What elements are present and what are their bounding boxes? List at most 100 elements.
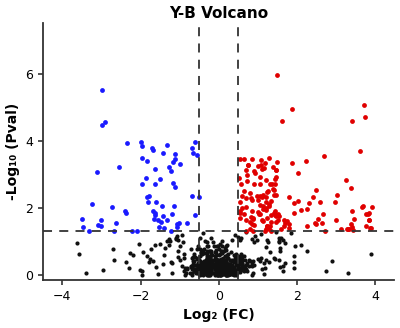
Point xyxy=(338,227,344,232)
Point xyxy=(203,263,209,269)
Point xyxy=(249,273,255,278)
Point xyxy=(206,270,212,276)
Point xyxy=(205,257,212,263)
Point xyxy=(195,255,201,260)
Point xyxy=(208,264,214,270)
Point xyxy=(222,245,228,251)
Point xyxy=(219,265,226,271)
Point xyxy=(206,261,213,267)
Point xyxy=(275,211,281,216)
Point xyxy=(214,271,220,277)
Point xyxy=(231,265,237,270)
Point xyxy=(225,268,231,274)
Point xyxy=(226,261,232,266)
Point xyxy=(280,264,286,269)
Point xyxy=(194,247,200,252)
Point xyxy=(218,258,224,264)
Point xyxy=(298,208,304,213)
Point xyxy=(227,264,233,269)
Point xyxy=(204,273,210,278)
Point xyxy=(206,272,212,277)
Point xyxy=(152,182,158,187)
Point xyxy=(233,267,239,273)
Point xyxy=(298,243,304,248)
Point xyxy=(180,256,187,261)
Point xyxy=(242,267,248,272)
Point xyxy=(218,260,224,265)
Point xyxy=(221,270,228,275)
Point xyxy=(245,163,251,168)
Point xyxy=(328,258,335,263)
Point xyxy=(207,266,213,272)
Point xyxy=(237,210,244,215)
Point xyxy=(241,268,247,273)
Point xyxy=(216,266,222,272)
Point xyxy=(226,266,232,271)
Point xyxy=(150,148,156,153)
Point xyxy=(264,190,270,195)
Point xyxy=(80,225,86,230)
Point xyxy=(190,269,197,274)
Point xyxy=(303,158,309,164)
Point xyxy=(266,259,272,265)
Point xyxy=(220,267,227,272)
Point xyxy=(348,225,355,230)
Point xyxy=(206,255,213,260)
Point xyxy=(250,239,257,245)
Point xyxy=(228,267,234,272)
Point xyxy=(206,272,213,277)
Point xyxy=(241,157,248,162)
Point xyxy=(198,260,204,265)
Point xyxy=(206,260,212,266)
Point xyxy=(216,260,223,265)
Point xyxy=(229,257,235,262)
Point xyxy=(278,235,284,240)
Point xyxy=(109,205,116,210)
Point xyxy=(202,257,209,263)
Point xyxy=(225,270,232,275)
Point xyxy=(279,118,285,124)
Point xyxy=(216,262,222,267)
Point xyxy=(272,174,279,180)
Point xyxy=(206,272,212,277)
Point xyxy=(312,220,318,225)
Point xyxy=(277,265,284,270)
Point xyxy=(272,208,278,214)
Point xyxy=(260,193,266,198)
Point xyxy=(138,272,145,277)
Point xyxy=(220,257,226,263)
Point xyxy=(166,236,172,241)
Point xyxy=(322,228,328,234)
Point xyxy=(227,261,233,266)
Point xyxy=(276,214,282,219)
Point xyxy=(172,156,179,162)
Point xyxy=(223,243,230,249)
Point xyxy=(102,119,109,125)
Point xyxy=(275,217,281,222)
Point xyxy=(259,217,265,223)
Point xyxy=(196,253,203,258)
Point xyxy=(248,197,255,202)
Point xyxy=(270,193,277,198)
Point xyxy=(199,264,206,270)
Point xyxy=(175,238,181,243)
Point xyxy=(266,249,273,255)
Point xyxy=(199,268,206,274)
Point xyxy=(197,267,203,272)
Point xyxy=(176,220,182,226)
Point xyxy=(210,261,216,267)
Point xyxy=(222,264,228,269)
Point xyxy=(207,266,214,272)
Point xyxy=(272,214,279,219)
Point xyxy=(198,251,204,256)
Point xyxy=(216,260,223,265)
Point xyxy=(204,239,210,245)
Point xyxy=(190,150,196,155)
Point xyxy=(130,253,136,258)
Point xyxy=(214,265,220,271)
Point xyxy=(198,266,204,271)
Point xyxy=(164,143,170,148)
Point xyxy=(221,258,227,263)
Point xyxy=(111,257,117,263)
Point xyxy=(224,269,230,274)
